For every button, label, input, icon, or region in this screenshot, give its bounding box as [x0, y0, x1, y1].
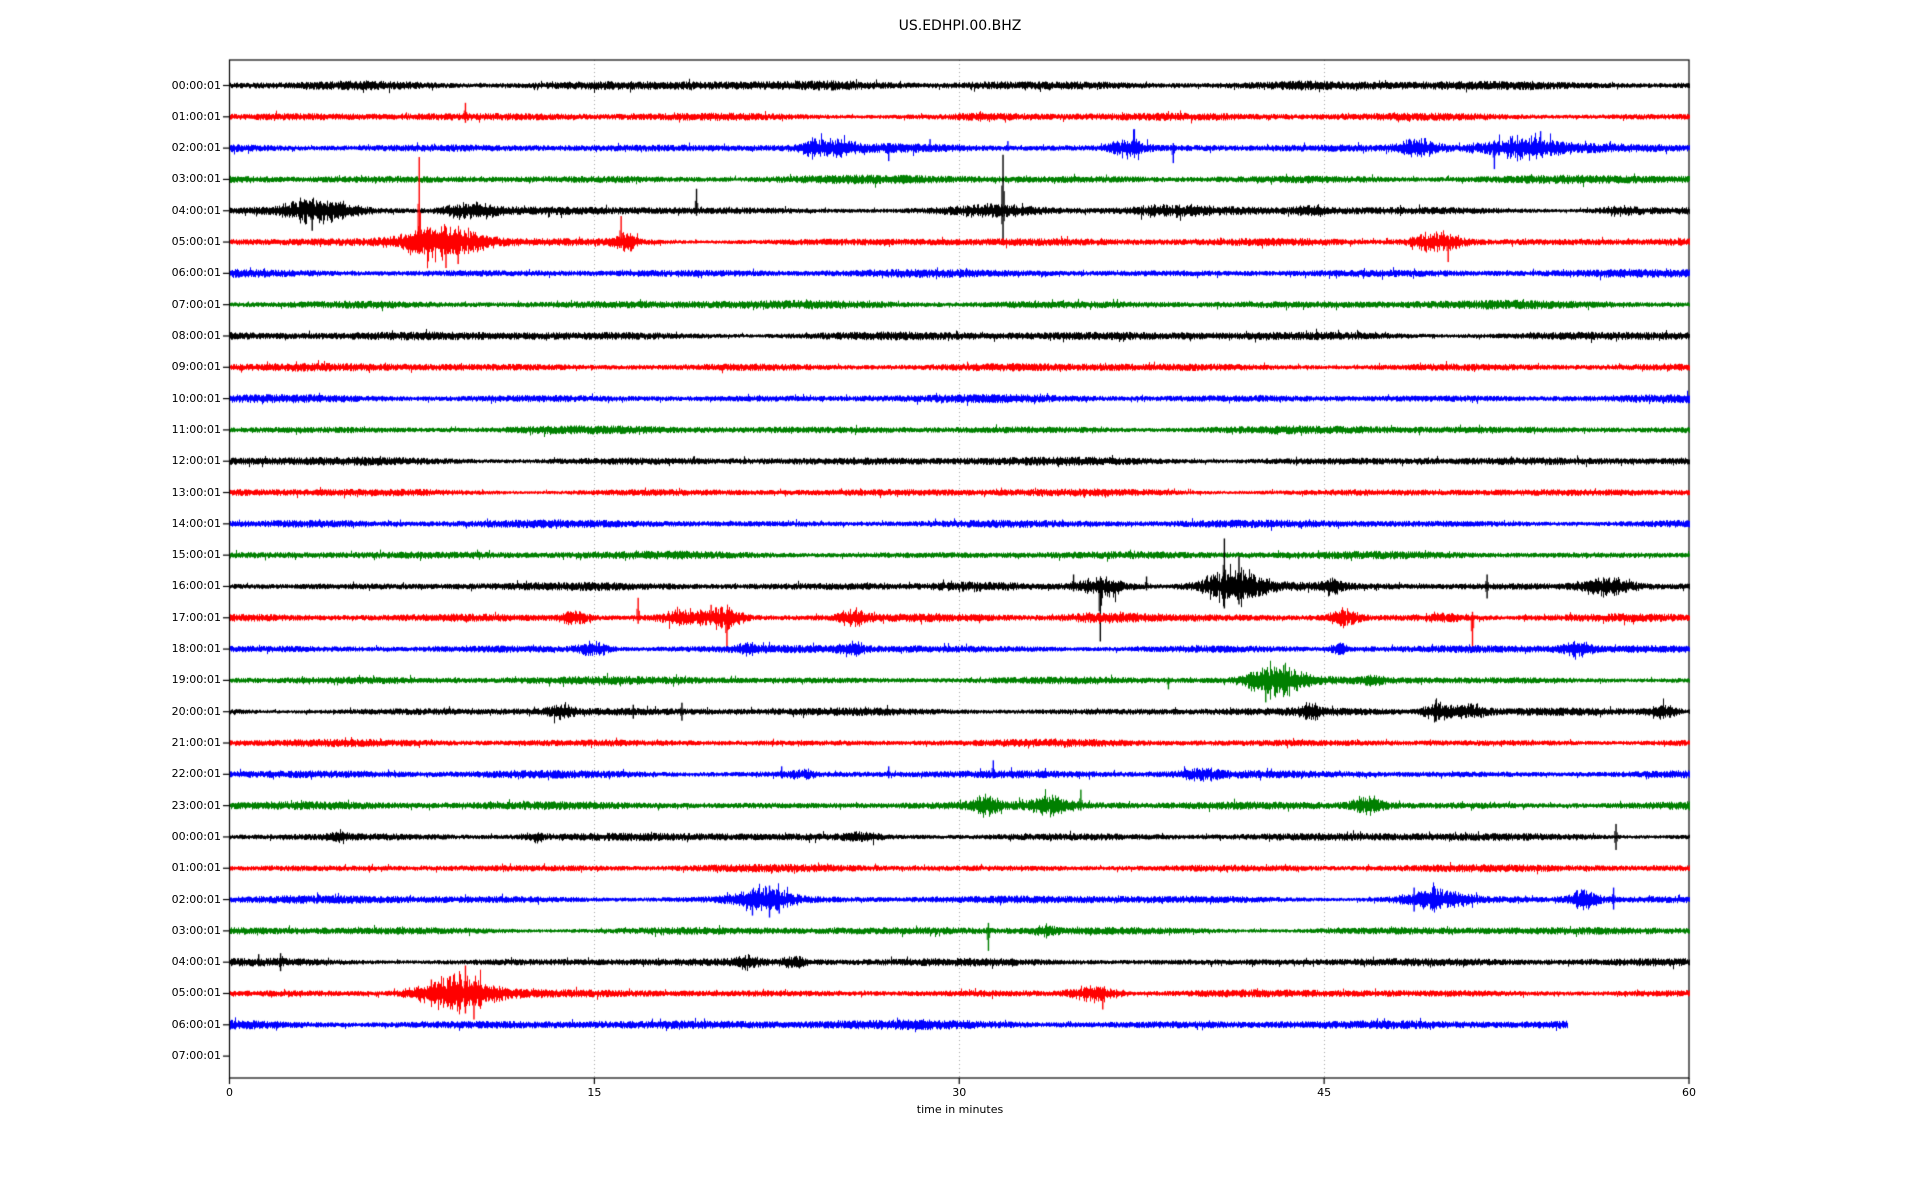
y-tick-label: 23:00:01 [171, 798, 221, 812]
y-tick-label: 00:00:01 [171, 829, 221, 843]
y-tick-label: 08:00:01 [171, 328, 221, 342]
x-tick-label: 45 [1317, 1086, 1332, 1099]
x-tick-label: 0 [226, 1086, 233, 1099]
x-axis-title: time in minutes [916, 1103, 1004, 1116]
y-tick-label: 13:00:01 [171, 485, 221, 499]
x-tick-label: 60 [1682, 1086, 1696, 1099]
y-tick-label: 05:00:01 [171, 235, 221, 249]
y-tick-label: 19:00:01 [171, 673, 221, 687]
y-tick-label: 16:00:01 [171, 579, 221, 593]
y-tick-label: 11:00:01 [171, 422, 221, 436]
y-tick-label: 06:00:01 [171, 266, 221, 280]
y-tick-label: 02:00:01 [171, 141, 221, 155]
y-tick-label: 00:00:01 [171, 78, 221, 92]
y-tick-label: 22:00:01 [171, 767, 221, 781]
x-tick-label: 30 [952, 1086, 967, 1099]
y-tick-label: 05:00:01 [171, 986, 221, 1000]
y-tick-label: 09:00:01 [171, 360, 221, 374]
y-tick-label: 21:00:01 [171, 736, 221, 749]
y-tick-label: 06:00:01 [171, 1017, 221, 1031]
y-tick-label: 04:00:01 [171, 203, 221, 217]
y-tick-label: 07:00:01 [171, 297, 221, 311]
y-tick-label: 18:00:01 [171, 642, 221, 656]
y-tick-label: 20:00:01 [171, 704, 221, 718]
y-tick-label: 14:00:01 [171, 516, 221, 530]
y-tick-label: 10:00:01 [171, 391, 221, 405]
y-tick-label: 15:00:01 [171, 548, 221, 562]
y-tick-label: 12:00:01 [171, 454, 221, 468]
y-tick-label: 01:00:01 [171, 109, 221, 123]
y-tick-label: 17:00:01 [171, 610, 221, 624]
y-tick-label: 04:00:01 [171, 955, 221, 969]
y-tick-label: 02:00:01 [171, 892, 221, 906]
y-tick-label: 01:00:01 [171, 861, 221, 875]
x-tick-label: 15 [587, 1086, 602, 1099]
y-tick-label: 03:00:01 [171, 923, 221, 937]
y-tick-label: 03:00:01 [171, 172, 221, 186]
y-tick-label: 07:00:01 [171, 1049, 221, 1063]
